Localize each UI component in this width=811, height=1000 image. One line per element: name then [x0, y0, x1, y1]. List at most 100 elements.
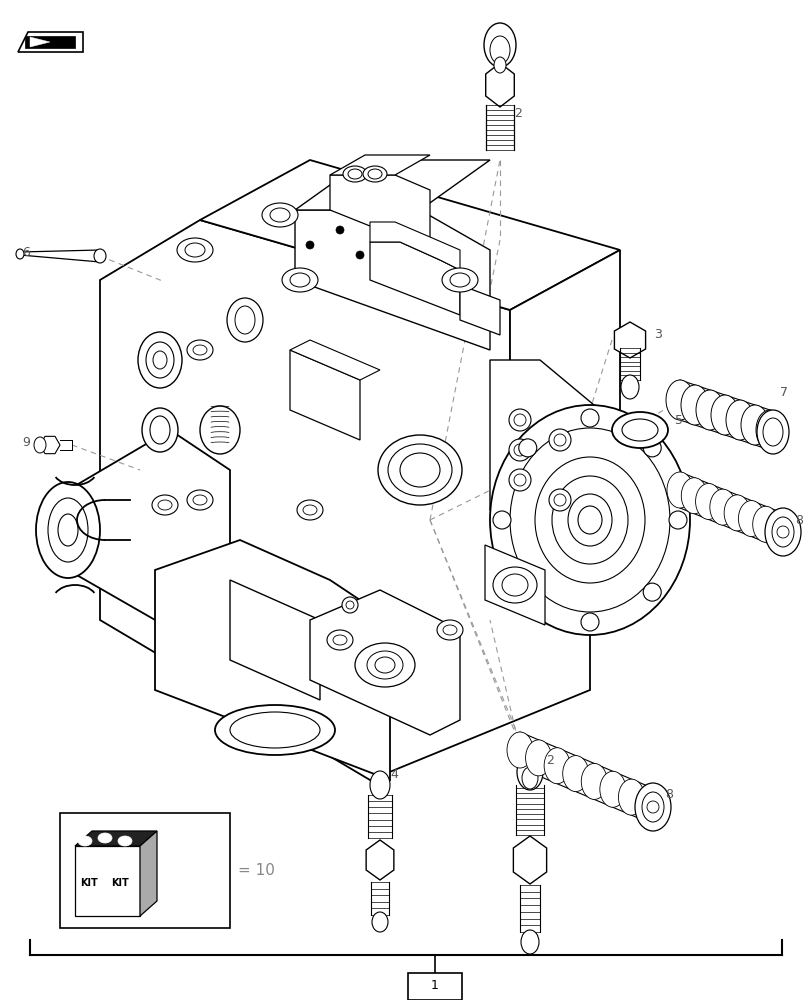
- Circle shape: [508, 409, 530, 431]
- Circle shape: [668, 511, 686, 529]
- Ellipse shape: [737, 501, 763, 537]
- Ellipse shape: [177, 238, 212, 262]
- Polygon shape: [230, 580, 320, 700]
- Ellipse shape: [665, 380, 693, 420]
- Circle shape: [508, 469, 530, 491]
- Polygon shape: [40, 436, 60, 454]
- Circle shape: [642, 583, 660, 601]
- Ellipse shape: [710, 395, 738, 435]
- Text: 2: 2: [513, 107, 521, 120]
- Ellipse shape: [297, 500, 323, 520]
- Polygon shape: [366, 840, 393, 880]
- Ellipse shape: [48, 498, 88, 562]
- Text: 8: 8: [794, 514, 802, 526]
- Ellipse shape: [618, 779, 644, 815]
- Polygon shape: [294, 160, 489, 210]
- Ellipse shape: [449, 273, 470, 287]
- Ellipse shape: [764, 508, 800, 556]
- Ellipse shape: [78, 836, 92, 846]
- Polygon shape: [329, 155, 430, 175]
- Polygon shape: [370, 222, 460, 270]
- Circle shape: [513, 444, 526, 456]
- Ellipse shape: [185, 243, 204, 257]
- Ellipse shape: [281, 268, 318, 292]
- Ellipse shape: [436, 620, 462, 640]
- Circle shape: [355, 251, 363, 259]
- Polygon shape: [139, 831, 157, 916]
- Ellipse shape: [333, 635, 346, 645]
- Polygon shape: [18, 32, 83, 52]
- Ellipse shape: [290, 273, 310, 287]
- Ellipse shape: [375, 657, 394, 673]
- Ellipse shape: [234, 306, 255, 334]
- Circle shape: [345, 601, 354, 609]
- Ellipse shape: [348, 169, 362, 179]
- Polygon shape: [485, 63, 513, 107]
- Ellipse shape: [551, 476, 627, 564]
- Text: 2: 2: [545, 754, 553, 766]
- Ellipse shape: [521, 930, 539, 954]
- Ellipse shape: [666, 472, 692, 508]
- Ellipse shape: [193, 495, 207, 505]
- Ellipse shape: [58, 514, 78, 546]
- Polygon shape: [200, 160, 620, 310]
- Ellipse shape: [187, 340, 212, 360]
- Ellipse shape: [36, 482, 100, 578]
- Ellipse shape: [680, 478, 706, 514]
- Text: 3: 3: [653, 328, 661, 342]
- Ellipse shape: [755, 410, 783, 450]
- Polygon shape: [68, 430, 230, 640]
- Ellipse shape: [215, 705, 335, 755]
- Ellipse shape: [634, 783, 670, 831]
- Text: KIT: KIT: [80, 878, 97, 888]
- Circle shape: [642, 439, 660, 457]
- Circle shape: [646, 801, 659, 813]
- Ellipse shape: [581, 763, 607, 799]
- Ellipse shape: [370, 771, 389, 799]
- Ellipse shape: [723, 495, 749, 531]
- Polygon shape: [75, 846, 139, 916]
- Ellipse shape: [771, 517, 793, 547]
- Ellipse shape: [489, 36, 509, 64]
- Ellipse shape: [756, 410, 788, 454]
- Polygon shape: [370, 242, 460, 315]
- Circle shape: [581, 613, 599, 631]
- Ellipse shape: [636, 787, 663, 823]
- Ellipse shape: [521, 767, 538, 789]
- Ellipse shape: [577, 506, 601, 534]
- Ellipse shape: [725, 400, 753, 440]
- Polygon shape: [100, 220, 590, 780]
- Polygon shape: [460, 285, 500, 335]
- Circle shape: [513, 474, 526, 486]
- Bar: [407, 973, 461, 1000]
- Ellipse shape: [327, 630, 353, 650]
- Polygon shape: [290, 350, 359, 440]
- Circle shape: [548, 489, 570, 511]
- Text: 7: 7: [779, 385, 787, 398]
- Ellipse shape: [342, 166, 367, 182]
- Ellipse shape: [599, 771, 625, 807]
- Ellipse shape: [740, 405, 768, 445]
- Ellipse shape: [118, 836, 132, 846]
- Ellipse shape: [568, 494, 611, 546]
- Ellipse shape: [16, 249, 24, 259]
- Circle shape: [548, 429, 570, 451]
- Ellipse shape: [611, 412, 667, 448]
- Ellipse shape: [94, 249, 106, 263]
- Polygon shape: [290, 340, 380, 380]
- Ellipse shape: [230, 712, 320, 748]
- Ellipse shape: [303, 505, 316, 515]
- Ellipse shape: [200, 406, 240, 454]
- Polygon shape: [489, 360, 599, 570]
- Ellipse shape: [227, 298, 263, 342]
- Ellipse shape: [709, 489, 735, 525]
- Ellipse shape: [98, 833, 112, 843]
- Circle shape: [518, 439, 536, 457]
- Ellipse shape: [525, 740, 551, 776]
- Circle shape: [341, 597, 358, 613]
- Ellipse shape: [138, 332, 182, 388]
- Ellipse shape: [621, 419, 657, 441]
- Ellipse shape: [762, 418, 782, 446]
- Ellipse shape: [620, 375, 638, 399]
- Polygon shape: [25, 36, 75, 48]
